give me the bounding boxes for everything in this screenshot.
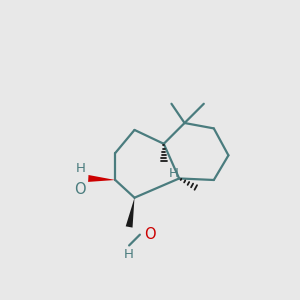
Polygon shape <box>88 175 115 182</box>
Text: H: H <box>124 248 134 261</box>
Text: O: O <box>74 182 86 196</box>
Text: H: H <box>76 162 86 175</box>
Polygon shape <box>126 198 134 228</box>
Text: O: O <box>145 227 156 242</box>
Text: H: H <box>168 167 178 180</box>
